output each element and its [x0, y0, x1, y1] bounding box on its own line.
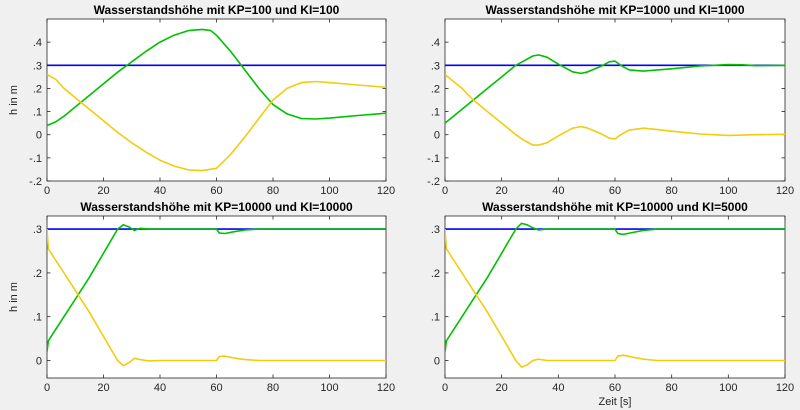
x-tick-label: 20 — [97, 185, 109, 197]
x-tick-label: 80 — [267, 185, 279, 197]
y-tick-label: 0 — [434, 355, 440, 367]
chart-title: Wasserstandshöhe mit KP=1000 und KI=1000 — [486, 3, 745, 17]
x-tick-label: 100 — [320, 382, 338, 394]
x-tick-label: 40 — [552, 185, 564, 197]
y-tick-label: 0 — [36, 355, 42, 367]
x-tick-label: 120 — [377, 382, 395, 394]
y-tick-label: .2 — [431, 83, 440, 95]
x-tick-label: 20 — [496, 382, 508, 394]
y-tick-label: .1 — [431, 107, 440, 119]
x-tick-label: 40 — [552, 382, 564, 394]
x-tick-label: 100 — [719, 382, 737, 394]
y-tick-label: .4 — [33, 37, 42, 49]
plot-area — [444, 215, 786, 379]
y-tick-label: -.2 — [29, 176, 42, 188]
y-tick-label: .2 — [33, 83, 42, 95]
subplot-2: 0 20 40 60 80 100 120 -.2 -.1 0 .1 .2 .3 .4 Wasserstan… — [427, 3, 794, 197]
y-tick-label: .2 — [33, 268, 42, 280]
x-tick-label: 0 — [44, 185, 50, 197]
series-line-2 — [47, 28, 386, 127]
x-tick-label: 60 — [609, 185, 621, 197]
chart-title: Wasserstandshöhe mit KP=100 und KI=100 — [94, 3, 340, 17]
y-tick-label: .1 — [431, 312, 440, 324]
y-tick-label: .3 — [33, 224, 42, 236]
x-axis-label: Zeit [s] — [598, 396, 631, 408]
chart-title: Wasserstandshöhe mit KP=10000 und KI=100… — [80, 200, 353, 214]
plot-area — [444, 18, 786, 182]
x-tick-label: 60 — [210, 185, 222, 197]
chart-title: Wasserstandshöhe mit KP=10000 und KI=500… — [482, 200, 748, 214]
subplot-4: 0 20 40 60 80 100 120 0 .1 .2 .3 Wasserstandshöhe m… — [431, 200, 794, 408]
x-tick-label: 0 — [442, 382, 448, 394]
x-tick-label: 20 — [496, 185, 508, 197]
series-line-3 — [445, 229, 785, 368]
x-tick-label: 40 — [154, 185, 166, 197]
y-tick-label: .3 — [431, 60, 440, 72]
x-tick-label: 120 — [776, 185, 794, 197]
series-line-3 — [47, 229, 386, 367]
x-tick-label: 0 — [44, 382, 50, 394]
y-tick-label: -.2 — [427, 176, 440, 188]
x-tick-label: 20 — [97, 382, 109, 394]
y-axis-label: h in m — [8, 282, 20, 312]
x-tick-label: 100 — [320, 185, 338, 197]
series-line-3 — [445, 73, 785, 146]
x-tick-label: 40 — [154, 382, 166, 394]
y-tick-label: .4 — [431, 37, 440, 49]
y-tick-label: 0 — [434, 130, 440, 142]
series-line-3 — [47, 73, 386, 172]
subplot-3: 0 20 40 60 80 100 120 0 .1 .2 .3 Wasserstandshöhe m… — [8, 200, 395, 394]
y-tick-label: -.1 — [29, 153, 42, 165]
x-tick-label: 120 — [776, 382, 794, 394]
x-tick-label: 0 — [442, 185, 448, 197]
x-tick-label: 80 — [666, 382, 678, 394]
plot-area — [46, 215, 387, 379]
plot-area — [46, 18, 387, 182]
y-tick-label: -.1 — [427, 153, 440, 165]
y-tick-label: .2 — [431, 268, 440, 280]
y-tick-label: .3 — [431, 224, 440, 236]
y-tick-label: .1 — [33, 107, 42, 119]
subplot-1: 0 20 40 60 80 100 120 -.2 -.1 0 .1 .2 .3 .4 Wasserstan… — [8, 3, 395, 197]
series-line-2 — [47, 224, 386, 352]
x-tick-label: 60 — [210, 382, 222, 394]
y-tick-label: .3 — [33, 60, 42, 72]
y-tick-label: 0 — [36, 130, 42, 142]
series-line-2 — [445, 222, 785, 352]
x-tick-label: 120 — [377, 185, 395, 197]
x-tick-label: 80 — [666, 185, 678, 197]
x-tick-label: 100 — [719, 185, 737, 197]
series-line-2 — [445, 54, 785, 124]
y-axis-label: h in m — [8, 85, 20, 115]
x-tick-label: 80 — [267, 382, 279, 394]
y-tick-label: .1 — [33, 312, 42, 324]
x-tick-label: 60 — [609, 382, 621, 394]
